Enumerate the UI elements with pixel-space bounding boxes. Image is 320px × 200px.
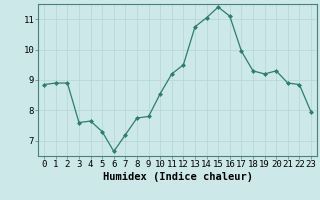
X-axis label: Humidex (Indice chaleur): Humidex (Indice chaleur) — [103, 172, 252, 182]
